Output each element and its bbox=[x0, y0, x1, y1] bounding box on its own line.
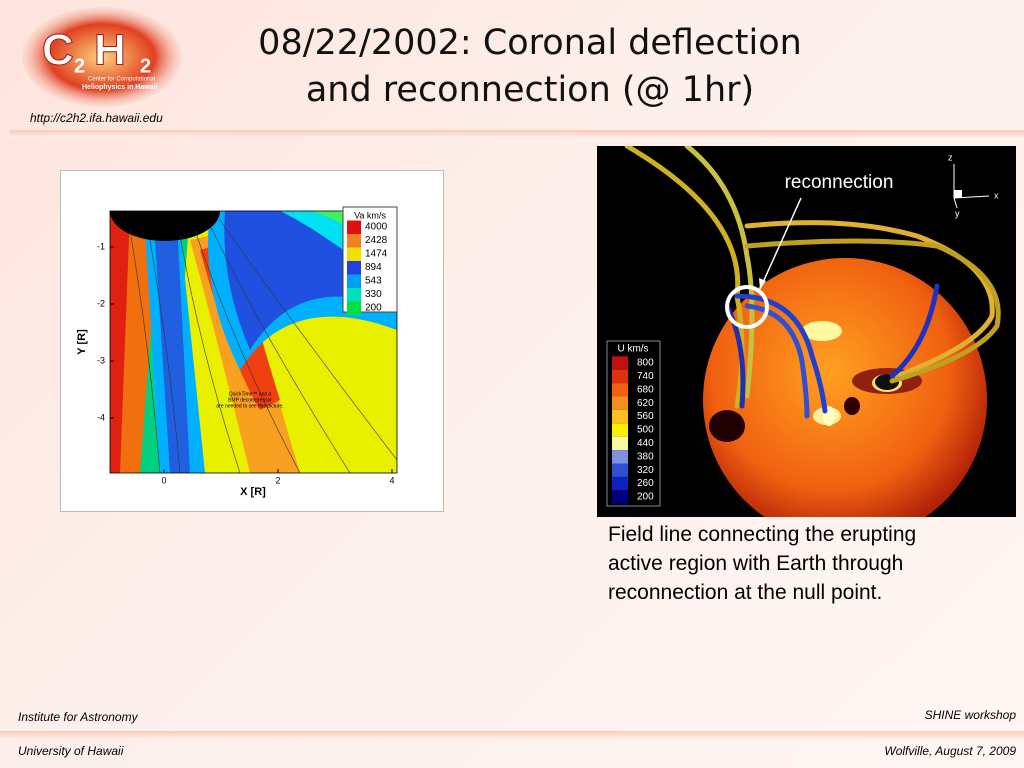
y-axis-label: Y [R] bbox=[76, 329, 88, 355]
legend-label: 740 bbox=[637, 371, 654, 382]
contour-field bbox=[110, 211, 397, 473]
legend-swatch bbox=[347, 234, 361, 248]
axis-cube bbox=[954, 190, 962, 198]
logo-line: Heliophysics in Hawaii bbox=[82, 84, 158, 91]
legend-swatch bbox=[347, 261, 361, 275]
divider bbox=[0, 731, 1024, 739]
legend-swatch bbox=[612, 396, 628, 410]
legend-title: Va km/s bbox=[354, 210, 386, 220]
legend-swatch bbox=[612, 436, 628, 451]
logo-letter: C bbox=[42, 26, 74, 75]
legend-title: U km/s bbox=[617, 344, 648, 355]
x-axis-label: X [R] bbox=[240, 486, 266, 498]
legend-swatch bbox=[612, 383, 628, 397]
legend-swatch bbox=[612, 369, 628, 384]
sun-sphere bbox=[703, 258, 987, 517]
legend-swatch bbox=[612, 423, 628, 437]
divider bbox=[10, 130, 1024, 138]
left-figure: Va km/s QuickTime™ and a BMP decompresso… bbox=[60, 170, 444, 512]
legend-swatch bbox=[347, 247, 361, 261]
legend-swatch bbox=[347, 301, 361, 315]
legend-label: 200 bbox=[365, 303, 382, 314]
axis-label: y bbox=[955, 208, 960, 218]
axis-label: x bbox=[994, 190, 999, 200]
logo: C 2 H 2 Center for Computational Helioph… bbox=[22, 7, 182, 107]
y-tick-label: -4 bbox=[97, 412, 105, 422]
placeholder-text: BMP decompressor bbox=[228, 397, 272, 403]
logo-letter: 2 bbox=[74, 55, 85, 77]
legend-label: 680 bbox=[637, 384, 654, 395]
url: http://c2h2.ifa.hawaii.edu bbox=[30, 111, 163, 125]
annotation-arrow bbox=[759, 197, 802, 290]
plot-frame bbox=[109, 210, 398, 474]
caption-line: Field line connecting the erupting bbox=[608, 523, 917, 546]
legend-swatch bbox=[347, 220, 361, 234]
logo-letter: H bbox=[94, 26, 126, 75]
legend-label: 560 bbox=[637, 411, 654, 422]
legend-label: 2428 bbox=[365, 235, 388, 246]
arrowhead bbox=[759, 278, 766, 289]
annotation: reconnection bbox=[785, 172, 894, 193]
legend-label: 4000 bbox=[365, 222, 388, 233]
legend-swatch bbox=[347, 288, 361, 302]
legend-swatch bbox=[612, 463, 628, 477]
placeholder-text: QuickTime™ and a bbox=[229, 391, 272, 397]
axis-label: z bbox=[948, 152, 953, 162]
footer-text: Wolfville, August 7, 2009 bbox=[884, 744, 1016, 758]
footer-text: University of Hawaii bbox=[18, 744, 124, 758]
title-line: and reconnection (@ 1hr) bbox=[305, 70, 755, 110]
legend-swatch bbox=[612, 356, 628, 370]
title-line: 08/22/2002: Coronal deflection bbox=[258, 23, 802, 63]
legend-label: 543 bbox=[365, 276, 382, 287]
caption: Field line connecting the erupting activ… bbox=[608, 520, 916, 607]
legend-label: 440 bbox=[637, 438, 654, 449]
legend-swatch bbox=[612, 409, 628, 424]
legend-label: 200 bbox=[637, 492, 654, 503]
legend-label: 500 bbox=[637, 425, 654, 436]
footer-text: Institute for Astronomy bbox=[18, 710, 138, 724]
x-tick-label: 4 bbox=[389, 475, 394, 485]
y-tick-label: -1 bbox=[97, 241, 105, 251]
legend-swatch bbox=[347, 274, 361, 288]
legend-label: 380 bbox=[637, 451, 654, 462]
logo-line: Center for Computational bbox=[88, 77, 155, 83]
caption-line: reconnection at the null point. bbox=[608, 581, 883, 604]
legend-label: 320 bbox=[637, 465, 654, 476]
y-tick-label: -2 bbox=[97, 298, 105, 308]
legend-swatch bbox=[612, 490, 628, 504]
legend-label: 260 bbox=[637, 478, 654, 489]
legend-swatch bbox=[612, 476, 628, 491]
legend-label: 620 bbox=[637, 398, 654, 409]
logo-letter: 2 bbox=[140, 55, 151, 77]
reconnection-marker bbox=[725, 285, 769, 329]
x-tick-label: 0 bbox=[161, 475, 166, 485]
title: 08/22/2002: Coronal deflection and recon… bbox=[230, 20, 830, 114]
legend-label: 894 bbox=[365, 262, 382, 273]
placeholder-text: are needed to see this picture. bbox=[216, 403, 283, 409]
legend-swatch bbox=[612, 450, 628, 464]
legend-label: 330 bbox=[365, 289, 382, 300]
footer-text: SHINE workshop bbox=[924, 708, 1016, 722]
legend-label: 1474 bbox=[365, 249, 388, 260]
right-figure: reconnection z x y U km/s 800 740 680 620 56… bbox=[597, 146, 1016, 517]
legend-label: 800 bbox=[637, 358, 654, 369]
x-tick-label: 2 bbox=[275, 475, 280, 485]
y-tick-label: -3 bbox=[97, 355, 105, 365]
caption-line: active region with Earth through bbox=[608, 552, 904, 575]
